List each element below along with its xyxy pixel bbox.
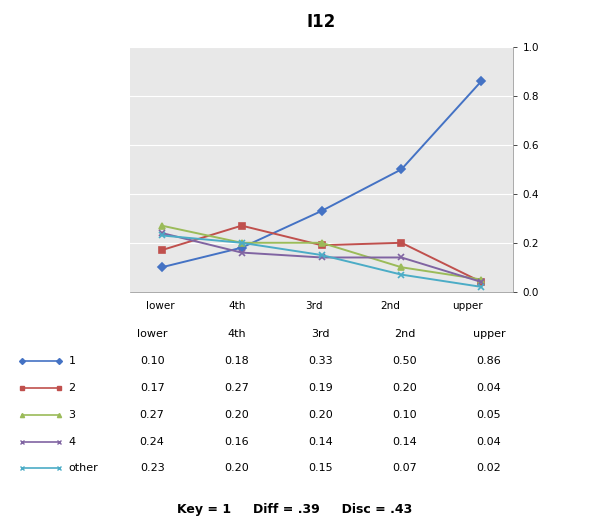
Text: 2nd: 2nd [381,301,401,311]
Text: 1: 1 [68,356,76,366]
Text: 0.10: 0.10 [140,356,165,366]
Text: 0.50: 0.50 [392,356,417,366]
Text: I12: I12 [307,13,336,31]
Text: 3rd: 3rd [305,301,323,311]
Text: 2nd: 2nd [394,329,415,339]
Text: Key = 1     Diff = .39     Disc = .43: Key = 1 Diff = .39 Disc = .43 [178,503,412,516]
Text: 0.19: 0.19 [308,383,333,393]
Text: 0.17: 0.17 [140,383,165,393]
Text: 3rd: 3rd [312,329,330,339]
Text: 0.23: 0.23 [140,464,165,474]
Text: 0.10: 0.10 [392,410,417,419]
Text: upper: upper [452,301,483,311]
Text: 4: 4 [68,437,76,446]
Text: 4th: 4th [227,329,245,339]
Text: 4th: 4th [228,301,246,311]
Text: lower: lower [137,329,168,339]
Text: 0.27: 0.27 [140,410,165,419]
Text: other: other [68,464,99,474]
Text: 0.86: 0.86 [477,356,502,366]
Text: 0.07: 0.07 [392,464,417,474]
Text: 3: 3 [68,410,76,419]
Text: lower: lower [146,301,175,311]
Text: 0.20: 0.20 [392,383,417,393]
Text: 2: 2 [68,383,76,393]
Text: 0.20: 0.20 [224,464,249,474]
Text: 0.16: 0.16 [224,437,248,446]
Text: 0.33: 0.33 [308,356,333,366]
Text: 0.04: 0.04 [477,383,502,393]
Text: 0.04: 0.04 [477,437,502,446]
Text: 0.05: 0.05 [477,410,502,419]
Text: 0.24: 0.24 [140,437,165,446]
Text: 0.02: 0.02 [477,464,502,474]
Text: 0.15: 0.15 [308,464,333,474]
Text: 0.14: 0.14 [392,437,417,446]
Text: 0.14: 0.14 [308,437,333,446]
Text: upper: upper [473,329,505,339]
Text: 0.27: 0.27 [224,383,249,393]
Text: 0.20: 0.20 [308,410,333,419]
Text: 0.20: 0.20 [224,410,249,419]
Text: 0.18: 0.18 [224,356,249,366]
